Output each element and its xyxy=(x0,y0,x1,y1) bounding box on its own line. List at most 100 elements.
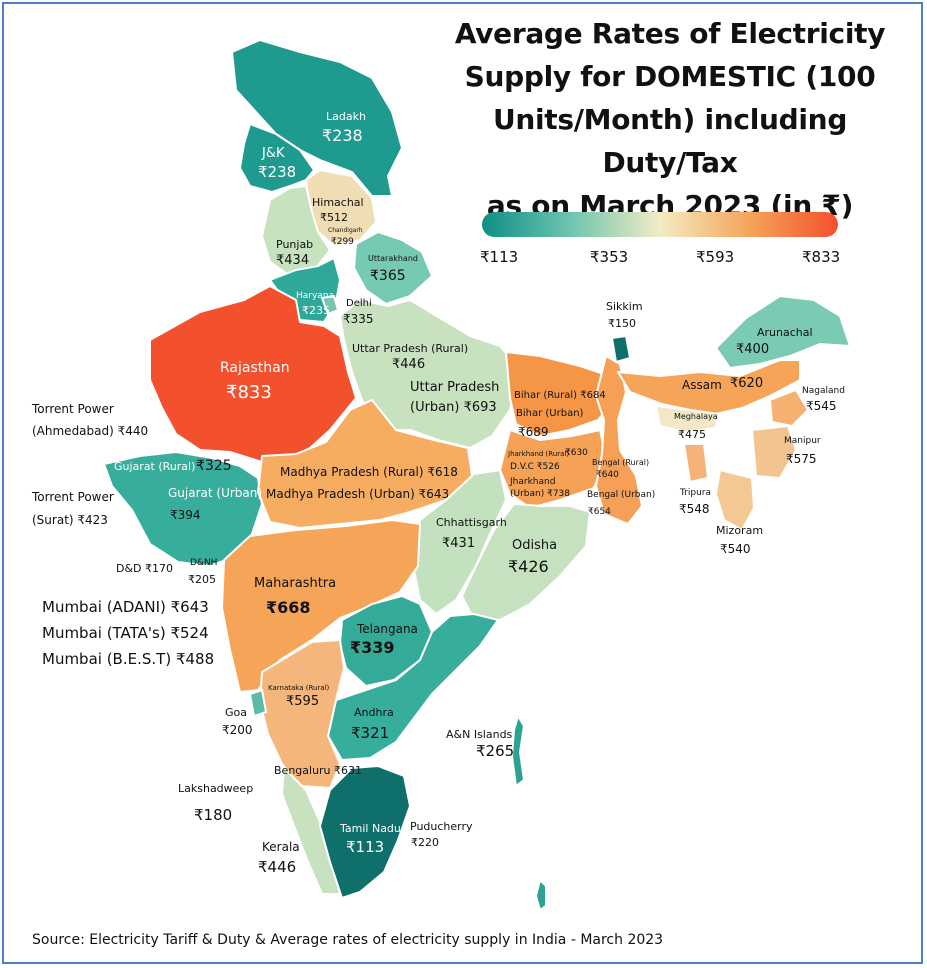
label-lakshadweep: Lakshadweep xyxy=(178,782,254,795)
legend-tick-2: ₹353 xyxy=(590,248,629,266)
region-an-islands-south xyxy=(535,879,547,911)
region-arunachal xyxy=(715,295,851,369)
label-up-rural: Uttar Pradesh (Rural) xyxy=(352,342,469,355)
label-mp-urban: Madhya Pradesh (Urban) ₹643 xyxy=(266,487,450,501)
region-tripura xyxy=(683,443,709,483)
value-torrent-ahmedabad: (Ahmedabad) ₹440 xyxy=(32,424,149,438)
label-mp-rural: Madhya Pradesh (Rural) ₹618 xyxy=(280,465,458,479)
value-tripura: ₹548 xyxy=(679,502,710,516)
label-mumbai-tata: Mumbai (TATA's) ₹524 xyxy=(42,624,209,642)
label-jharkhand-rural: Jharkhand (Rural) xyxy=(508,450,570,458)
label-bihar-urban: Bihar (Urban) xyxy=(516,408,584,419)
label-punjab: Punjab xyxy=(276,238,314,251)
label-bihar-rural: Bihar (Rural) ₹684 xyxy=(514,390,606,401)
value-dnh: ₹205 xyxy=(188,573,216,586)
value-bengal-rural: ₹640 xyxy=(596,470,619,480)
value-arunachal: ₹400 xyxy=(736,342,770,357)
label-dd: D&D ₹170 xyxy=(116,562,174,575)
region-an-islands xyxy=(511,715,525,787)
label-sikkim: Sikkim xyxy=(606,300,643,313)
label-meghalaya: Meghalaya xyxy=(674,412,718,421)
value-delhi: ₹335 xyxy=(343,312,374,326)
value-nagaland: ₹545 xyxy=(806,399,837,413)
label-dnh: D&NH xyxy=(190,558,218,568)
region-bengal xyxy=(595,355,643,525)
value-jk: ₹238 xyxy=(258,163,297,181)
value-sikkim: ₹150 xyxy=(608,317,636,330)
region-uttarakhand xyxy=(353,231,433,305)
value-telangana: ₹339 xyxy=(350,638,395,657)
value-puducherry: ₹220 xyxy=(411,836,439,849)
title-line-2: Supply for DOMESTIC (100 xyxy=(464,60,876,93)
region-delhi xyxy=(321,295,339,315)
title-line-1: Average Rates of Electricity xyxy=(454,17,886,50)
value-torrent-surat: (Surat) ₹423 xyxy=(32,513,108,527)
value-ladakh: ₹238 xyxy=(322,126,363,145)
value-kerala: ₹446 xyxy=(258,858,297,876)
label-ladakh: Ladakh xyxy=(326,110,366,123)
value-karnataka-rural: ₹595 xyxy=(286,694,320,709)
label-bengal-rural: Bengal (Rural) xyxy=(592,458,650,467)
region-meghalaya xyxy=(655,405,719,433)
value-haryana: ₹235 xyxy=(302,304,330,317)
region-rajasthan xyxy=(149,285,357,463)
value-punjab: ₹434 xyxy=(276,253,310,268)
value-bihar-urban: ₹689 xyxy=(518,425,549,439)
region-up xyxy=(339,299,521,449)
label-bengal-urban: Bengal (Urban) xyxy=(587,490,656,500)
legend-tick-max: ₹833 xyxy=(802,248,841,266)
label-karnataka-rural: Karnataka (Rural) xyxy=(268,684,330,692)
value-andhra: ₹321 xyxy=(351,724,390,742)
value-gujarat-urban: ₹394 xyxy=(170,508,201,522)
value-jharkhand-rural: ₹630 xyxy=(565,448,588,458)
label-bengaluru: Bengaluru ₹631 xyxy=(274,764,363,777)
label-delhi: Delhi xyxy=(346,298,372,309)
label-kerala: Kerala xyxy=(262,840,300,854)
label-andhra: Andhra xyxy=(354,706,394,719)
value-chhattisgarh: ₹431 xyxy=(442,536,476,551)
label-arunachal: Arunachal xyxy=(757,326,813,339)
label-chhattisgarh: Chhattisgarh xyxy=(436,516,507,529)
value-assam: ₹620 xyxy=(730,376,764,391)
value-lakshadweep: ₹180 xyxy=(194,806,233,824)
value-jharkhand-urban: (Urban) ₹738 xyxy=(510,489,571,499)
value-up-rural: ₹446 xyxy=(392,357,426,372)
label-an-islands: A&N Islands xyxy=(446,728,513,741)
region-goa xyxy=(249,689,267,717)
legend-tick-3: ₹593 xyxy=(696,248,735,266)
label-tripura: Tripura xyxy=(680,488,712,498)
legend-color-bar xyxy=(482,212,838,237)
label-gujarat-rural: Gujarat (Rural) xyxy=(114,460,196,473)
label-nagaland: Nagaland xyxy=(802,386,845,396)
value-uttarakhand: ₹365 xyxy=(370,268,406,284)
region-ladakh xyxy=(231,39,403,197)
region-jharkhand xyxy=(499,429,607,509)
label-assam: Assam xyxy=(682,378,722,392)
label-manipur: Manipur xyxy=(784,436,821,446)
label-mumbai-best: Mumbai (B.E.S.T) ₹488 xyxy=(42,650,215,668)
region-sikkim xyxy=(611,335,631,363)
value-up-urban: (Urban) ₹693 xyxy=(410,400,497,415)
label-rajasthan: Rajasthan xyxy=(220,360,290,376)
value-gujarat-rural: ₹325 xyxy=(196,458,232,474)
region-bihar xyxy=(505,351,615,437)
region-assam xyxy=(617,359,801,415)
label-up-urban: Uttar Pradesh xyxy=(410,380,500,395)
label-maharashtra: Maharashtra xyxy=(254,576,337,591)
value-mizoram: ₹540 xyxy=(720,542,751,556)
region-andhra xyxy=(327,613,499,761)
value-odisha: ₹426 xyxy=(508,557,549,576)
label-jharkhand-urban: Jharkhand xyxy=(510,477,556,487)
value-an-islands: ₹265 xyxy=(476,742,515,760)
map-title: Average Rates of Electricity Supply for … xyxy=(430,12,910,227)
label-dvc: D.V.C ₹526 xyxy=(510,462,560,472)
label-jk: J&K xyxy=(262,146,285,161)
label-goa: Goa xyxy=(225,706,247,719)
title-line-3: Units/Month) including Duty/Tax xyxy=(492,103,848,179)
value-meghalaya: ₹475 xyxy=(678,428,706,441)
label-himachal: Himachal xyxy=(312,196,364,209)
value-himachal: ₹512 xyxy=(320,211,348,224)
region-tamil-nadu xyxy=(319,765,411,899)
label-gujarat-urban: Gujarat (Urban) xyxy=(168,486,263,500)
value-manipur: ₹575 xyxy=(786,452,817,466)
